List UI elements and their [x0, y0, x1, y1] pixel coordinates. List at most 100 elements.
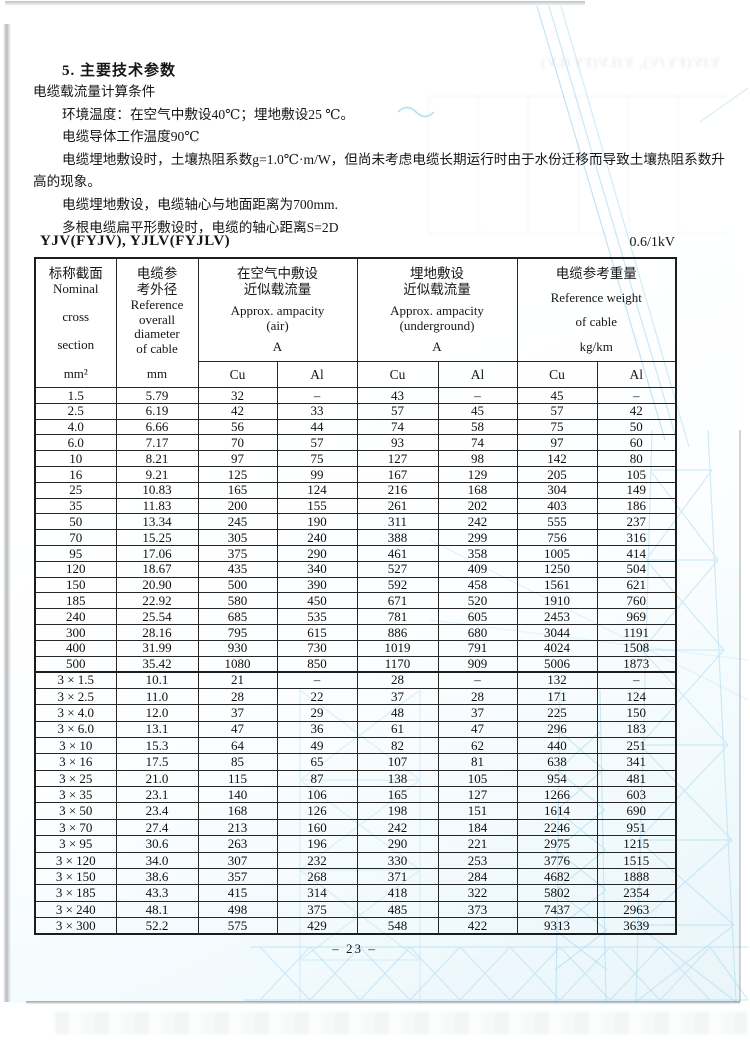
table-cell: 296 [516, 720, 598, 738]
table-cell: 4024 [516, 639, 598, 657]
table-cell: 27.4 [115, 818, 199, 837]
table-cell: 671 [356, 592, 439, 610]
table-cell: 4.0 [34, 418, 117, 436]
table-cell: 97 [197, 450, 278, 467]
table-cell: 50 [596, 418, 677, 436]
table-cell: 115 [197, 769, 278, 788]
table-cell: 415 [197, 884, 278, 902]
paragraph-line: 电缆埋地敷设时，土壤热阻系数g=1.0℃·m/W，但尚未考虑电缆长期运行时由于水… [62, 151, 725, 167]
table-cell: 3 × 95 [34, 835, 117, 853]
table-cell: 429 [276, 917, 358, 935]
paragraph-line: 电缆埋地敷设，电缆轴心与地面距离为700mm. [62, 196, 339, 212]
header-text: 在空气中敷设 [237, 266, 318, 281]
table-cell: 3 × 185 [34, 884, 117, 902]
table-cell: 64 [197, 736, 278, 755]
paragraph-line: 多根电缆扁平形敷设时，电缆的轴心距离S=2D [62, 219, 339, 235]
subheader-cell: Cu [197, 361, 278, 388]
table-cell: 690 [596, 802, 677, 820]
header-text: (underground) [399, 317, 475, 333]
table-cell: 185 [34, 592, 117, 610]
table-cell: 47 [197, 720, 278, 738]
table-cell: 202 [437, 497, 518, 515]
subheader-cell: Al [596, 361, 677, 388]
table-row: 70 15.25 305 240 388 299 756 316 [34, 529, 677, 546]
table-cell: 125 [197, 465, 278, 483]
table-cell: 95 [34, 544, 117, 562]
table-cell: 954 [516, 769, 598, 788]
table-row: 2.5 6.19 42 33 57 45 57 42 [34, 402, 677, 420]
table-cell: 58 [437, 418, 518, 436]
table-cell: 127 [356, 450, 439, 467]
table-cell: 795 [197, 623, 278, 641]
table-cell: 461 [356, 544, 439, 562]
table-row: 3 × 1.5 10.1 21–28–132– [34, 670, 677, 689]
table-cell: 1888 [596, 868, 677, 886]
table-cell: 341 [596, 753, 677, 771]
table-cell: 28 [356, 670, 439, 689]
page-edge-bottom [26, 1001, 740, 1004]
table-cell: 150 [596, 704, 677, 722]
cable-spec-table: 标称截面 Nominal cross section mm² 电缆参 考外径 R… [34, 257, 677, 936]
table-cell: 2354 [596, 884, 677, 902]
table-row: 3 × 25 21.0 115 87 138 105 954 481 [34, 769, 677, 788]
table-cell: 930 [197, 639, 278, 657]
table-row: 3 × 95 30.6 263 196 290 221 2975 1215 [34, 835, 677, 853]
table-cell: 21.0 [115, 769, 199, 788]
table-cell: 500 [197, 576, 278, 594]
table-cell: 685 [197, 608, 278, 625]
table-row: 3 × 70 27.4 213 160 242 184 2246 951 [34, 818, 677, 837]
table-cell: 485 [356, 900, 439, 919]
table-cell: 440 [516, 736, 598, 755]
header-ampacity-air: 在空气中敷设 近似载流量 Approx. ampacity (air) A [197, 257, 358, 362]
table-cell: 97 [516, 434, 598, 452]
table-cell: 3639 [596, 917, 677, 935]
table-cell: 132 [516, 670, 598, 689]
table-cell: 388 [356, 529, 439, 546]
table-cell: 4682 [516, 868, 598, 886]
table-cell: 390 [276, 576, 358, 594]
table-cell: 149 [596, 481, 677, 499]
table-row: 3 × 6.0 13.1 47 36 61 47 296 183 [34, 720, 677, 738]
table-cell: 304 [516, 481, 598, 499]
table-cell: 45 [516, 387, 598, 404]
table-cell: 240 [34, 608, 117, 625]
header-text: Reference weight [550, 290, 642, 306]
table-cell: 155 [276, 497, 358, 515]
header-text: overall [138, 311, 176, 327]
table-cell: 49 [276, 736, 358, 755]
table-cell: 435 [197, 560, 278, 578]
table-cell: 57 [356, 402, 439, 420]
table-cell: 35.42 [115, 655, 199, 673]
table-cell: 3 × 6.0 [34, 720, 117, 738]
table-cell: 1215 [596, 835, 677, 853]
table-cell: 18.67 [115, 560, 199, 578]
table-cell: 60 [596, 434, 677, 452]
scan-artifact-band [55, 1012, 747, 1034]
table-cell: 886 [356, 623, 439, 641]
table-cell: 7437 [516, 900, 598, 919]
table-cell: 527 [356, 560, 439, 578]
table-cell: 106 [276, 786, 358, 804]
table-cell: – [276, 670, 358, 689]
table-row: 1.5 5.79 32–43–45– [34, 387, 677, 404]
table-row: 120 18.67 435 340 527 409 1250 504 [34, 560, 677, 578]
page-edge-right [739, 430, 741, 1002]
table-cell: 165 [356, 786, 439, 804]
table-cell: 760 [596, 592, 677, 610]
table-cell: 2963 [596, 900, 677, 919]
table-cell: 196 [276, 835, 358, 853]
table-cell: 120 [34, 560, 117, 578]
header-text: 近似载流量 [243, 282, 312, 297]
table-cell: 44 [276, 418, 358, 436]
table-cell: 200 [197, 497, 278, 515]
table-cell: 105 [596, 465, 677, 483]
table-row: 400 31.99 930 730 1019 791 4024 1508 [34, 639, 677, 657]
table-cell: 23.1 [115, 786, 199, 804]
table-cell: 127 [437, 786, 518, 804]
table-cell: 151 [437, 802, 518, 820]
table-cell: 17.5 [115, 753, 199, 771]
table-cell: 375 [197, 544, 278, 562]
table-cell: 28 [437, 687, 518, 706]
table-cell: 42 [197, 402, 278, 420]
header-text: of cable [575, 314, 617, 330]
